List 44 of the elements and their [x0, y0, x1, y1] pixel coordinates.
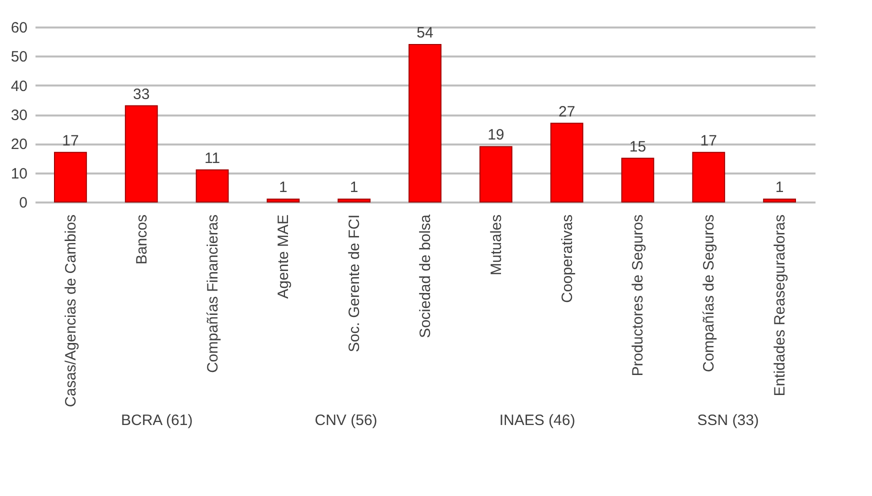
data-label: 27: [558, 103, 576, 120]
y-tick-label: 50: [10, 48, 28, 66]
y-tick-label: 10: [10, 165, 28, 182]
bar: [621, 158, 654, 202]
data-label: 11: [204, 150, 220, 167]
y-tick-label: 0: [19, 194, 28, 212]
bar: [763, 198, 796, 202]
x-tick-label: Compañías de Seguros: [700, 214, 718, 372]
data-label: 1: [279, 179, 288, 196]
bar: [338, 198, 371, 202]
x-tick-label: Soc. Gerente de FCI: [346, 214, 364, 352]
x-tick-label: Productores de Seguros: [630, 214, 647, 376]
data-label: 15: [629, 138, 646, 156]
y-tick-label: 40: [10, 78, 28, 95]
x-tick-label: Entidades Reaseguradoras: [772, 214, 789, 396]
x-tick-label: Agente MAE: [275, 214, 292, 299]
bar: [124, 105, 158, 202]
x-tick-label: Bancos: [133, 214, 150, 265]
data-label: 54: [416, 24, 434, 42]
x-tick-label: Casas/Agencias de Cambios: [62, 214, 80, 408]
x-tick-label: Sociedad de bolsa: [417, 214, 434, 338]
data-label: 17: [700, 132, 717, 150]
bar: [692, 152, 726, 202]
bar: [479, 146, 512, 202]
bar: [266, 198, 300, 202]
text: INAES (46): [499, 412, 576, 429]
x-tick-label: Cooperativas: [558, 214, 576, 303]
y-tick-label: 30: [10, 107, 28, 124]
x-tick-label: Compañías Financieras: [204, 214, 222, 373]
data-label: 1: [350, 179, 358, 196]
bar: [54, 152, 87, 202]
x-tick-label: Mutuales: [488, 214, 505, 276]
data-label: 1: [775, 179, 784, 196]
data-label: 33: [133, 86, 150, 103]
bar: [196, 169, 229, 202]
text: CNV (56): [314, 412, 378, 429]
data-label: 17: [62, 132, 79, 150]
bar: [550, 122, 584, 202]
text: BCRA (61): [121, 412, 193, 429]
data-label: 19: [488, 126, 504, 144]
bar: [408, 44, 442, 202]
text: SSN (33): [697, 412, 759, 429]
y-tick-label: 20: [10, 136, 28, 154]
y-tick-label: 60: [10, 20, 28, 36]
